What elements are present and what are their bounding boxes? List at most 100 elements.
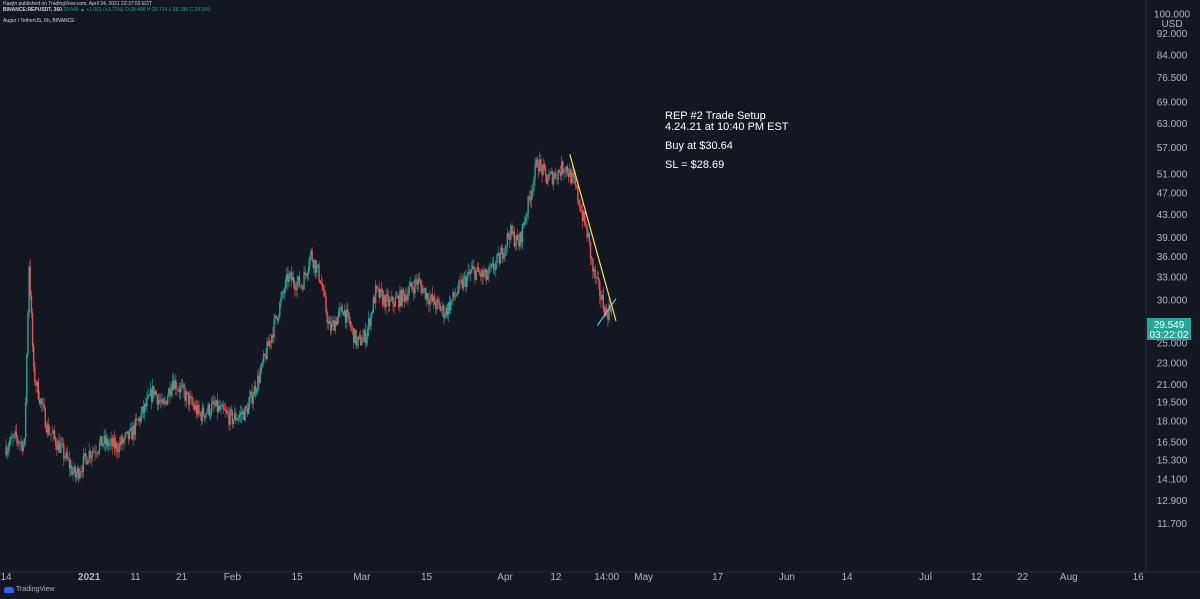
candle-body [587, 232, 589, 238]
candle-body [118, 442, 120, 453]
candle-body [314, 260, 317, 273]
candle-body [146, 398, 148, 407]
candle-body [376, 285, 378, 289]
candle-body [582, 211, 585, 221]
candle-body [175, 379, 177, 390]
candle-body [251, 391, 253, 404]
candle-body [18, 442, 20, 444]
candle-body [273, 318, 275, 338]
candle-body [180, 385, 183, 387]
candle-body [548, 174, 550, 181]
candle-body [134, 419, 137, 435]
time-tick-label: 22 [1017, 572, 1029, 583]
candle-body [599, 281, 601, 297]
candle-body [142, 406, 145, 413]
candle-body [220, 405, 222, 410]
candle-body [148, 394, 150, 396]
symbol-line: BINANCE:REPUSDT, 360 29.549 ▲ +1.061 (+3… [3, 7, 210, 13]
candle-body [539, 159, 541, 172]
candle-body [120, 436, 123, 445]
candle-body [69, 465, 72, 469]
annotation[interactable]: REP #2 Trade Setup 4.24.21 at 10:40 PM E… [665, 110, 789, 171]
candle-body [540, 159, 542, 166]
candle-body [409, 282, 412, 287]
candle-body [465, 276, 467, 287]
candle-body [162, 398, 164, 404]
candle-body [284, 279, 287, 292]
candle-body [33, 346, 35, 367]
candle-body [195, 405, 198, 415]
candle-body [532, 189, 534, 192]
candle-body [79, 473, 81, 479]
candle-body [530, 191, 533, 201]
candle-body [74, 466, 77, 478]
candle-body [115, 442, 117, 449]
candle-body [200, 413, 202, 421]
candle-body [318, 264, 320, 281]
candle-body [138, 417, 140, 421]
candle-body [505, 245, 507, 248]
price-tick-label: 12.900 [1157, 496, 1188, 507]
candle-body [502, 247, 504, 259]
candle-body [366, 328, 369, 339]
time-axis[interactable]: 14 2021 11 21 Feb 15 Mar 15 Apr 12 14:00 May 17 Jun 14… [0, 572, 1144, 583]
candle-body [358, 335, 361, 337]
candle-body [232, 419, 235, 425]
candle-body [192, 403, 194, 406]
price-tick-label: 15.300 [1157, 455, 1188, 466]
candle-body [286, 273, 288, 280]
candle-body [521, 223, 524, 243]
candle-body [558, 170, 561, 173]
candle-body [231, 411, 234, 425]
candle-body [581, 210, 584, 221]
candle-body [158, 399, 161, 402]
candle-body [400, 290, 402, 306]
candle-body [163, 401, 165, 404]
candle-body [252, 396, 254, 404]
price-tick-label: 11.700 [1157, 519, 1187, 530]
candle-body [258, 375, 260, 383]
annotation-line-1: REP #2 Trade Setup [665, 110, 766, 122]
candle-body [280, 297, 282, 303]
candle-body [520, 232, 522, 243]
candle-body [229, 409, 231, 425]
candle-body [408, 286, 410, 294]
candle-body [42, 403, 44, 405]
candle-body [355, 329, 357, 346]
candle-body [480, 273, 482, 277]
candle-body [201, 407, 204, 421]
candle-body [46, 424, 49, 433]
candle-body [490, 264, 492, 268]
candle-body [193, 405, 196, 410]
candle-body [508, 236, 511, 240]
candle-body [60, 443, 63, 445]
candle-body [261, 362, 264, 364]
candle-body [469, 272, 472, 274]
candle-body [361, 342, 363, 346]
candle-body [136, 419, 139, 421]
candle-body [436, 299, 438, 309]
candle-body [259, 372, 261, 383]
candle-body [249, 396, 251, 404]
candle-body [179, 386, 182, 393]
candle-body [268, 340, 271, 346]
time-tick-label: 14:00 [594, 572, 619, 583]
candle-body [407, 293, 409, 301]
candle-body [562, 161, 564, 174]
time-tick-label: Mar [353, 572, 371, 583]
candle-body [458, 280, 460, 292]
candle-body [19, 442, 21, 444]
candle-body [528, 196, 531, 198]
candle-body [388, 300, 391, 307]
footer: TradingView [4, 586, 55, 593]
candle-body [365, 338, 368, 344]
time-tick-label: May [634, 572, 653, 583]
candle-body [377, 288, 379, 289]
candle-body [76, 468, 79, 475]
candle-body [21, 441, 23, 451]
candle-body [603, 308, 606, 317]
candle-body [474, 267, 476, 280]
candle-body [294, 284, 296, 290]
price-axis[interactable]: 100.000 92.000 84.000 76.500 69.000 63.000 57.… [1154, 9, 1191, 530]
